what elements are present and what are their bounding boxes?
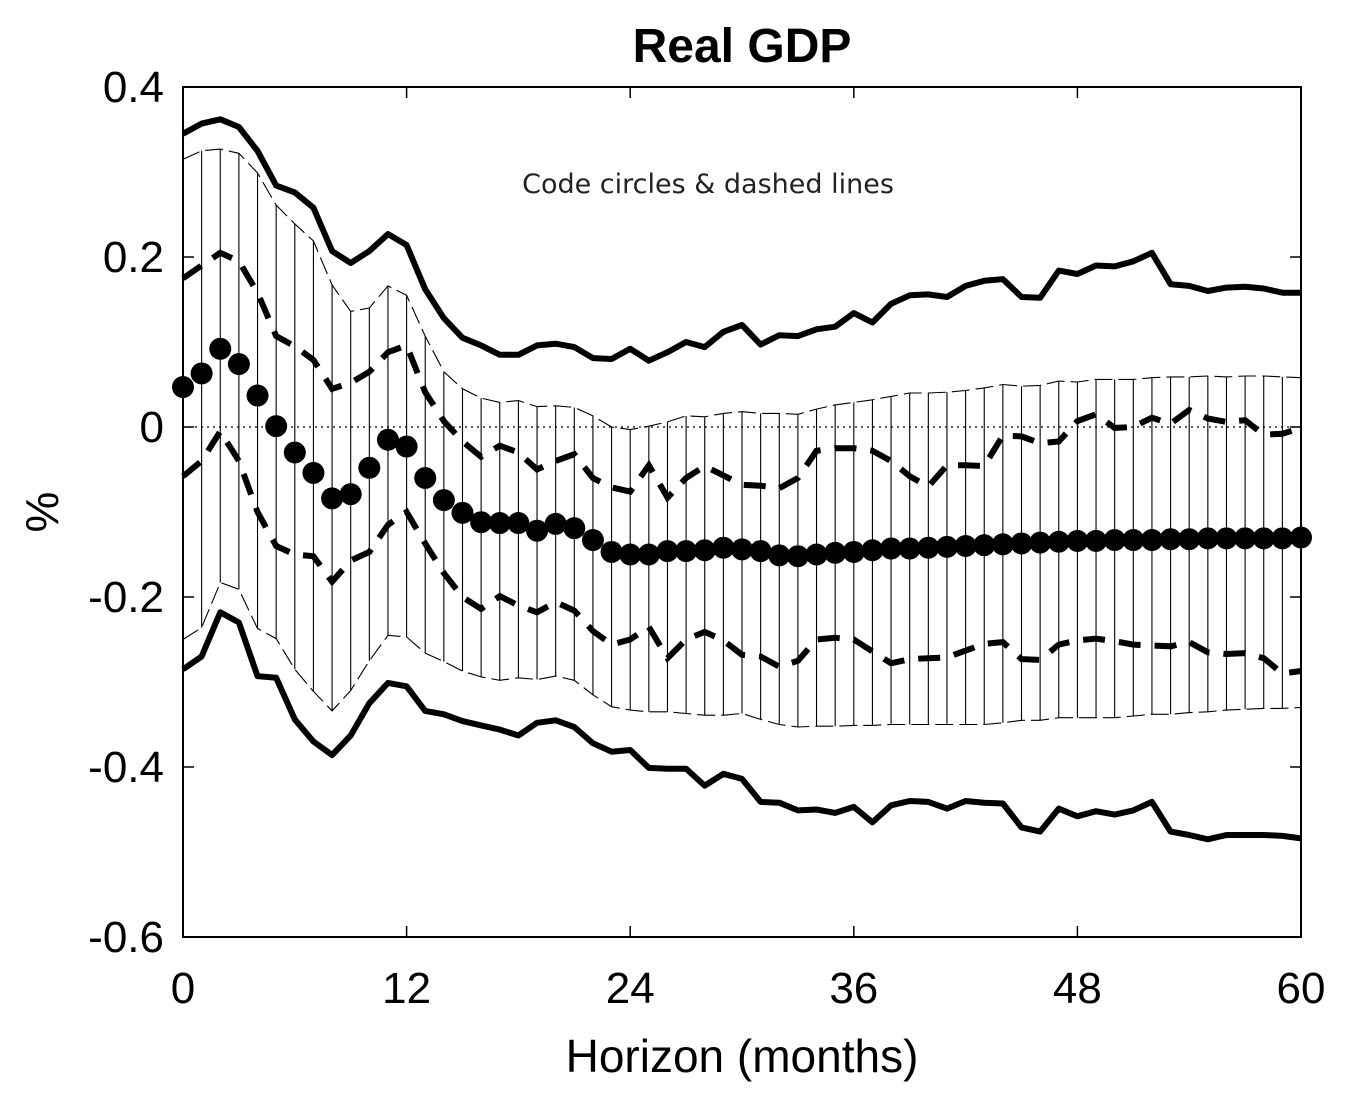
median-point — [265, 415, 288, 438]
median-point — [227, 353, 250, 376]
chart-annotation: Code circles & dashed lines — [522, 169, 894, 200]
dashed-lower-line — [181, 425, 1302, 677]
median-point — [1159, 528, 1182, 551]
median-point — [526, 519, 549, 542]
median-point — [432, 489, 455, 512]
x-tick-label: 12 — [382, 964, 431, 1013]
median-point — [824, 541, 847, 564]
median-point — [693, 539, 716, 562]
median-point — [619, 543, 642, 566]
median-point — [507, 512, 530, 535]
x-tick-label: 24 — [606, 964, 655, 1013]
x-tick-label: 60 — [1277, 964, 1326, 1013]
median-point — [712, 536, 735, 559]
median-point — [544, 512, 567, 535]
median-point — [209, 337, 232, 360]
median-point — [1234, 527, 1257, 550]
median-point — [917, 536, 940, 559]
median-point — [637, 543, 660, 566]
median-point — [786, 545, 809, 568]
median-point — [973, 534, 996, 557]
median-point — [376, 428, 399, 451]
median-point — [1140, 529, 1163, 552]
median-point — [1252, 527, 1275, 550]
band-lower-edge — [182, 581, 1302, 728]
y-tick-label: 0 — [140, 403, 164, 452]
solid-upper-line — [181, 116, 1301, 364]
y-tick-label: -0.4 — [88, 743, 164, 792]
median-point — [1085, 529, 1108, 552]
median-point — [768, 544, 791, 567]
median-point — [414, 467, 437, 489]
median-point — [302, 461, 325, 484]
median-point — [600, 540, 623, 563]
y-axis-label: % — [16, 492, 68, 533]
x-axis-label: Horizon (months) — [566, 1030, 919, 1082]
median-point — [1047, 530, 1070, 553]
median-point — [1290, 526, 1312, 549]
median-point — [898, 537, 921, 560]
y-tick-label: -0.2 — [88, 573, 164, 622]
median-point — [954, 535, 977, 557]
median-point — [563, 517, 586, 540]
chart-title: Real GDP — [633, 20, 852, 73]
median-point — [1010, 532, 1033, 555]
median-point — [675, 540, 698, 563]
median-point — [1122, 529, 1145, 552]
median-point — [731, 538, 753, 561]
median-point — [395, 435, 418, 458]
median-point — [1271, 527, 1294, 550]
median-point — [581, 529, 604, 552]
median-point — [656, 540, 679, 563]
median-point — [470, 511, 493, 534]
median-point — [935, 535, 958, 558]
median-point — [190, 362, 213, 385]
y-tick-label: 0.2 — [103, 233, 164, 282]
band-upper-edge — [182, 148, 1302, 431]
median-point — [1066, 529, 1089, 552]
median-point — [1178, 528, 1201, 551]
median-point — [880, 537, 903, 560]
y-tick-label: 0.4 — [103, 63, 164, 112]
x-tick-label: 36 — [829, 964, 878, 1013]
median-point — [991, 533, 1014, 556]
median-point — [451, 501, 474, 524]
median-point — [861, 539, 884, 562]
plot-area: 0 12 24 36 48 60 0.4 0.2 0 -0.2 -0.4 -0.6 — [88, 63, 1325, 1013]
median-point — [488, 512, 511, 535]
median-point — [1029, 531, 1052, 554]
median-point — [172, 376, 194, 399]
median-point — [339, 483, 362, 506]
median-point — [749, 540, 772, 563]
x-tick-label: 48 — [1053, 964, 1102, 1013]
median-point — [283, 441, 306, 464]
solid-lower-line — [181, 609, 1302, 843]
median-point — [842, 540, 865, 563]
median-point — [1215, 527, 1238, 550]
x-tick-label: 0 — [171, 964, 195, 1013]
y-tick-label: -0.6 — [88, 913, 164, 962]
median-point — [321, 487, 344, 510]
median-point — [1196, 527, 1219, 550]
median-point — [358, 456, 381, 479]
median-point — [805, 543, 828, 566]
dashed-upper-line — [181, 249, 1302, 503]
median-point — [246, 384, 269, 407]
median-point — [1103, 529, 1126, 552]
